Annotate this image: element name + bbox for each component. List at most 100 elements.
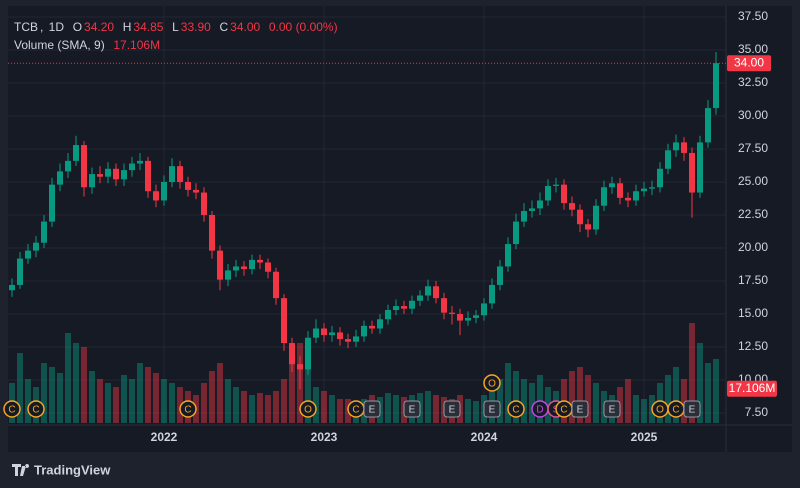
volume-bar <box>705 363 711 423</box>
volume-value: 17.106M <box>113 38 161 52</box>
candle-body <box>105 168 111 177</box>
candle-body <box>185 181 191 190</box>
candle-body <box>425 286 431 296</box>
event-marker[interactable]: E <box>403 400 421 418</box>
logo-icon <box>12 464 30 476</box>
candle-body <box>41 221 47 243</box>
candle-body <box>641 188 647 192</box>
event-marker[interactable]: E <box>363 400 381 418</box>
volume-bar <box>633 395 639 423</box>
candle-body <box>697 142 703 193</box>
event-label: C <box>8 405 15 416</box>
legend: TCB, 1D O 34.20 H 34.85 L 33.90 C 34.00 0.00… <box>14 20 338 34</box>
y-tick-label: 22.50 <box>738 207 768 221</box>
candle-body <box>121 170 127 180</box>
volume-bar <box>697 343 703 423</box>
event-marker[interactable]: C <box>27 400 45 418</box>
candle-body <box>297 364 303 370</box>
ohlc-label: L <box>172 20 179 34</box>
volume-bar <box>625 379 631 423</box>
candle-body <box>289 343 295 365</box>
candle-body <box>193 189 199 193</box>
event-label: C <box>512 405 519 416</box>
volume-bar <box>97 379 103 423</box>
candle-body <box>169 166 175 182</box>
candle-body <box>441 298 447 313</box>
volume-bar <box>105 383 111 423</box>
event-marker[interactable]: E <box>603 400 621 418</box>
event-marker[interactable]: O <box>651 400 669 418</box>
event-label: C <box>672 405 679 416</box>
candle-body <box>665 150 671 169</box>
candle-body <box>673 142 679 151</box>
symbol[interactable]: TCB <box>14 20 38 34</box>
event-label: C <box>560 405 567 416</box>
candle-body <box>25 250 31 259</box>
volume-bar <box>321 391 327 423</box>
event-marker[interactable]: C <box>507 400 525 418</box>
volume-bar <box>681 379 687 423</box>
y-tick-label: 7.50 <box>745 405 769 419</box>
volume-bar <box>161 379 167 423</box>
candle-body <box>505 244 511 267</box>
event-marker[interactable]: O <box>483 374 501 392</box>
candle-body <box>577 209 583 225</box>
event-label: E <box>409 405 416 416</box>
candle-body <box>305 337 311 370</box>
volume-bar <box>665 375 671 423</box>
candle-body <box>617 183 623 198</box>
volume-bar <box>281 379 287 423</box>
candle-body <box>393 306 399 311</box>
x-tick-label: 2024 <box>471 430 498 444</box>
event-marker[interactable]: C <box>347 400 365 418</box>
candle-body <box>409 300 415 309</box>
volume-bar <box>41 363 47 423</box>
y-tick-label: 30.00 <box>738 108 768 122</box>
event-badge <box>603 400 621 418</box>
volume-bar <box>545 387 551 423</box>
event-marker[interactable]: E <box>443 400 461 418</box>
volume-bar <box>121 375 127 423</box>
event-marker[interactable]: C <box>3 400 21 418</box>
candle-body <box>537 200 543 209</box>
volume-bar <box>569 371 575 423</box>
y-tick-label: 25.00 <box>738 174 768 188</box>
volume-bar <box>593 383 599 423</box>
volume-bar <box>249 395 255 423</box>
event-label: O <box>304 405 312 416</box>
candle-body <box>657 168 663 188</box>
candle-body <box>329 332 335 336</box>
candle-body <box>345 339 351 342</box>
event-marker[interactable]: C <box>555 400 573 418</box>
volume-bar <box>209 371 215 423</box>
candle-body <box>481 303 487 316</box>
candle-body <box>521 211 527 222</box>
logo-text: TradingView <box>34 462 111 477</box>
candle-body <box>713 63 719 109</box>
volume-bar <box>577 367 583 423</box>
candle-body <box>497 266 503 285</box>
event-marker[interactable]: C <box>179 400 197 418</box>
event-marker[interactable]: O <box>299 400 317 418</box>
volume-bar <box>217 363 223 423</box>
event-badge <box>483 400 501 418</box>
candle-body <box>369 325 375 329</box>
event-marker[interactable]: D <box>531 400 549 418</box>
event-marker[interactable]: E <box>683 400 701 418</box>
event-marker[interactable]: E <box>571 400 589 418</box>
volume-bar <box>241 391 247 423</box>
candle-body <box>249 259 255 270</box>
volume-bar <box>81 347 87 423</box>
candle-body <box>49 184 55 222</box>
event-marker[interactable]: E <box>483 400 501 418</box>
candle-body <box>177 166 183 182</box>
candle-body <box>225 270 231 280</box>
volume-bar <box>265 395 271 423</box>
y-tick-label: 20.00 <box>738 240 768 254</box>
event-marker[interactable]: C <box>667 400 685 418</box>
candle-body <box>593 205 599 230</box>
volume-bar <box>145 367 151 423</box>
event-badge <box>403 400 421 418</box>
candle-body <box>377 319 383 329</box>
candle-body <box>145 160 151 192</box>
